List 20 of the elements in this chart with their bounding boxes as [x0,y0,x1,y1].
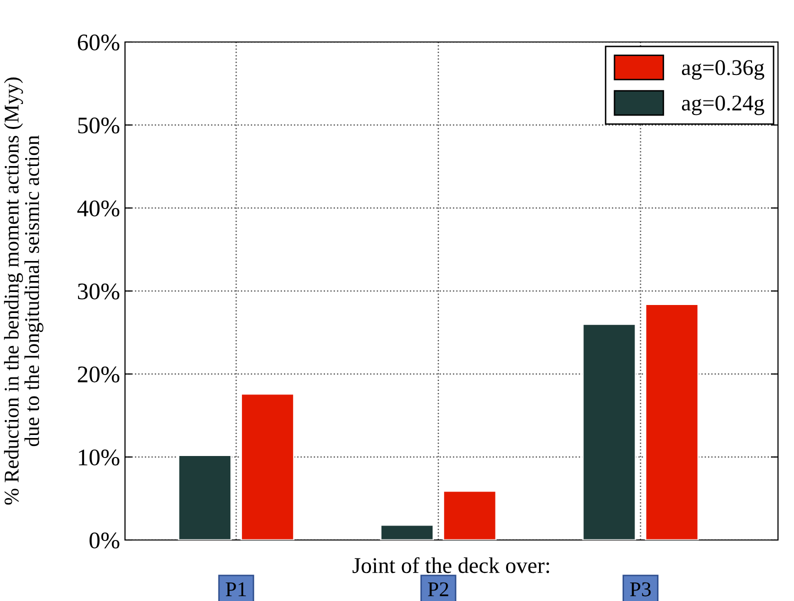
x-tick-label: P3 [630,582,651,596]
y-tick-label: 0% [90,532,120,548]
y-tick-label: 40% [77,200,120,216]
y-tick-label: 20% [78,366,120,382]
bar [178,454,232,540]
y-tick-label: 50% [78,117,120,134]
x-axis-title: Joint of the deck over: [352,557,550,574]
x-tick-label: P2 [428,582,448,596]
legend-label: ag=0.24g [682,96,764,116]
bar [582,324,636,540]
bar [644,304,699,540]
y-tick-label: 60% [78,34,120,50]
legend-label: ag=0.36g [682,60,764,80]
y-tick-label: 10% [78,449,120,466]
bar [442,490,497,540]
x-tick-label: P1 [226,582,246,596]
bar [240,393,295,540]
bar [380,524,434,540]
y-tick-label: 30% [78,283,120,300]
y-axis-title: % Reduction in the bending moment actions (Myy) due to the longitudinal seismic action [4,78,44,505]
